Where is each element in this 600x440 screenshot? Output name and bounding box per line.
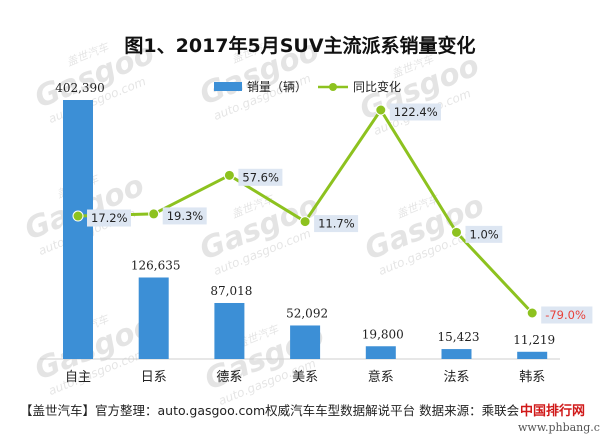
bar [63,100,93,359]
bar [290,325,321,359]
line-label-text: -79.0% [545,308,586,322]
x-tick-label: 法系 [443,370,469,385]
x-tick-label: 韩系 [519,370,545,385]
line-label-box [314,215,359,233]
line-point [223,169,235,181]
line-label-box [465,225,503,243]
line-label-text: 11.7% [318,217,355,231]
line-label-box [238,168,283,186]
line-label-box [541,306,593,324]
chart-title: 图1、2017年5月SUV主流派系销量变化 [124,34,475,57]
line-value-label: 17.2% [87,209,131,227]
bar-value-labels: 402,390 126,635 87,018 52,092 19,800 15,423 11… [55,81,555,347]
bar [441,349,472,359]
line-point [299,216,311,228]
line-label-text: 122.4% [394,105,438,119]
legend-bar-swatch [214,82,242,91]
x-tick-label: 美系 [292,370,318,385]
legend-line-label: 同比变化 [353,79,401,94]
x-tick-label: 日系 [141,370,167,385]
x-tick-label: 自主 [65,370,91,385]
bar-value-label: 11,219 [513,333,555,347]
x-tick-label: 意系 [368,369,394,385]
legend-line-marker [329,83,337,91]
line-value-label: 11.7% [314,215,359,233]
bar-value-label: 19,800 [362,327,404,341]
line-series [72,104,538,319]
line-label-box [87,209,131,227]
x-tick-labels: 自主 日系 德系 美系 意系 法系 韩系 [65,369,545,385]
line-point [148,208,160,220]
line-value-label: 1.0% [465,225,503,243]
line-point [375,104,387,116]
legend: 销量（辆） 同比变化 [214,79,401,94]
bar [517,351,548,359]
line-label-text: 57.6% [242,170,279,184]
x-tick-label: 德系 [216,370,242,385]
bar [214,302,245,359]
bar-value-label: 15,423 [438,330,480,344]
line-point [72,210,84,222]
line-value-labels: 17.2% 19.3% 57.6% 11.7% 122.4% 1.0% -79.0% [87,103,593,324]
line-label-text: 19.3% [167,209,204,223]
line-label-box [389,103,441,121]
line-value-label: 19.3% [162,207,207,225]
line-label-box [162,207,207,225]
bar [138,277,169,359]
brand-badge: 中国排行网 [520,404,586,419]
line-value-label: -79.0% [541,306,593,324]
legend-bar-label: 销量（辆） [247,80,307,94]
source-footer: 【盖世汽车】官方整理：auto.gasgoo.com权威汽车车型数据解说平台 数… [20,403,520,418]
bar-series [63,100,548,359]
bar [365,346,396,359]
bar-value-label: 52,092 [286,306,328,320]
bar-value-label: 126,635 [131,258,181,272]
line-value-label: 57.6% [238,168,283,186]
brand-url: www.phbang.cn [518,421,600,434]
bar-value-label: 87,018 [210,284,252,298]
line-label-text: 1.0% [470,227,499,241]
line-point [451,226,462,238]
line-point [526,307,538,319]
line-label-text: 17.2% [91,211,128,225]
line-value-label: 122.4% [389,103,441,121]
bar-value-label: 402,390 [55,81,105,95]
